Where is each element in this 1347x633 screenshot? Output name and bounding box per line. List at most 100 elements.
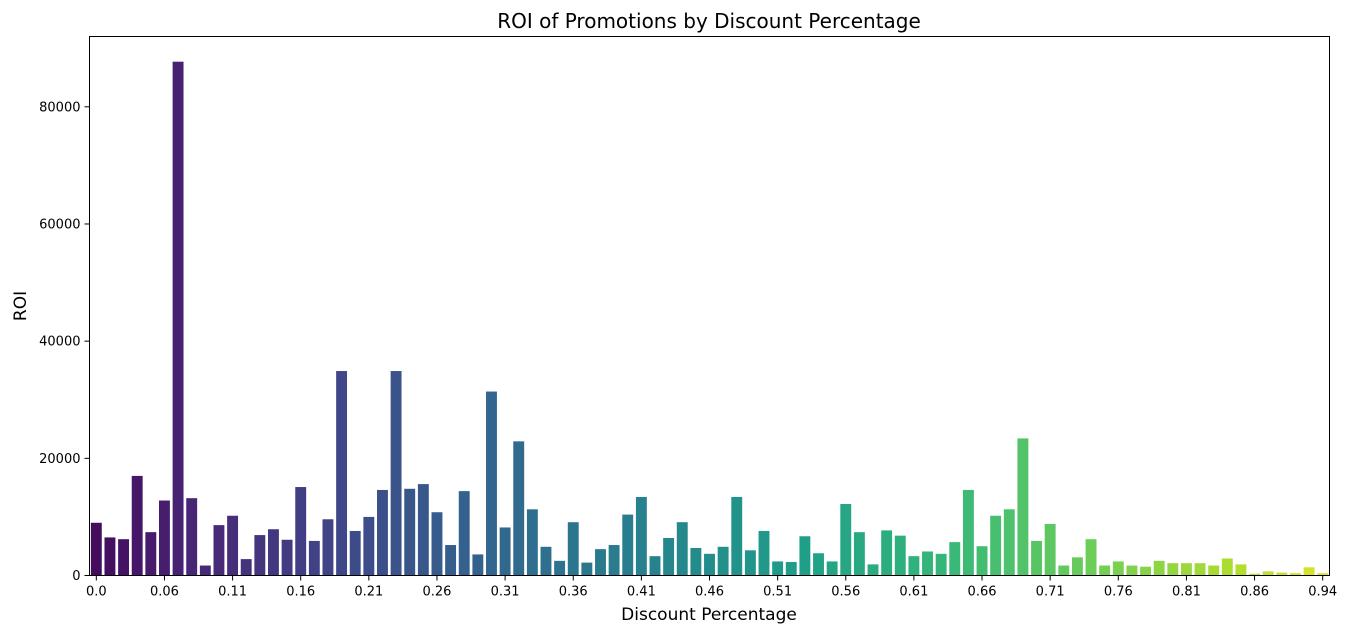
bar-19 bbox=[349, 530, 361, 576]
bar-33 bbox=[540, 546, 552, 576]
bar-64 bbox=[962, 489, 974, 576]
bar-74 bbox=[1099, 565, 1111, 576]
bar-55 bbox=[840, 504, 852, 576]
bar-11 bbox=[240, 559, 252, 576]
bar-17 bbox=[322, 519, 334, 576]
bar-28 bbox=[472, 554, 484, 576]
x-tick-label: 0.86 bbox=[1240, 585, 1269, 600]
bar-86 bbox=[1262, 571, 1274, 576]
y-tick-label: 20000 bbox=[39, 452, 80, 467]
bar-12 bbox=[254, 535, 266, 576]
x-tick-label: 0.06 bbox=[150, 585, 179, 600]
bar-5 bbox=[158, 500, 170, 576]
bar-71 bbox=[1058, 565, 1070, 576]
bar-32 bbox=[526, 509, 538, 576]
bar-87 bbox=[1276, 572, 1288, 576]
bar-65 bbox=[976, 546, 988, 576]
bar-26 bbox=[445, 545, 457, 576]
x-tick-label: 0.56 bbox=[831, 585, 860, 600]
plot-frame bbox=[89, 36, 1330, 576]
bar-69 bbox=[1031, 540, 1042, 576]
bar-53 bbox=[813, 553, 824, 576]
bar-25 bbox=[431, 512, 443, 576]
bar-79 bbox=[1167, 563, 1179, 576]
x-axis: 0.0 0.06 0.11 0.16 0.21 0.26 0.31 0.36 0.41 0.46 0… bbox=[86, 575, 1337, 600]
bar-22 bbox=[390, 371, 402, 576]
x-tick-label: 0.21 bbox=[354, 585, 383, 600]
bar-83 bbox=[1221, 558, 1233, 576]
bar-90 bbox=[1317, 573, 1329, 576]
bar-6 bbox=[172, 61, 184, 576]
bar-76 bbox=[1126, 565, 1138, 576]
bar-80 bbox=[1180, 563, 1192, 576]
y-tick-label: 0 bbox=[72, 569, 80, 584]
bar-85 bbox=[1249, 573, 1260, 576]
bar-13 bbox=[268, 529, 279, 576]
y-axis-label: ROI bbox=[11, 291, 31, 321]
y-tick-label: 80000 bbox=[39, 100, 80, 115]
bar-41 bbox=[649, 556, 661, 576]
bar-35 bbox=[567, 522, 579, 576]
x-tick-label: 0.76 bbox=[1104, 585, 1133, 600]
x-tick-label: 0.71 bbox=[1036, 585, 1065, 600]
bar-30 bbox=[499, 527, 511, 576]
bar-44 bbox=[690, 547, 702, 576]
bar-58 bbox=[881, 530, 893, 576]
bar-18 bbox=[336, 371, 348, 576]
x-axis-label: Discount Percentage bbox=[621, 605, 797, 625]
bar-51 bbox=[785, 562, 797, 576]
bar-67 bbox=[1003, 509, 1015, 576]
x-tick-label: 0.94 bbox=[1308, 585, 1337, 600]
bar-49 bbox=[758, 530, 770, 576]
bar-7 bbox=[186, 498, 198, 576]
x-tick-label: 0.36 bbox=[559, 585, 588, 600]
chart-title: ROI of Promotions by Discount Percentage bbox=[497, 9, 921, 33]
bar-47 bbox=[731, 496, 743, 576]
bar-29 bbox=[486, 391, 497, 576]
bar-73 bbox=[1085, 539, 1097, 576]
x-tick-label: 0.41 bbox=[627, 585, 656, 600]
x-tick-label: 0.66 bbox=[968, 585, 997, 600]
bar-1 bbox=[104, 537, 116, 576]
x-tick-label: 0.61 bbox=[899, 585, 928, 600]
bar-38 bbox=[608, 545, 620, 576]
bar-20 bbox=[363, 516, 375, 576]
bar-75 bbox=[1112, 561, 1124, 576]
bar-42 bbox=[663, 538, 675, 576]
bar-57 bbox=[867, 564, 879, 576]
bar-72 bbox=[1071, 557, 1083, 576]
bar-9 bbox=[213, 525, 225, 576]
bar-61 bbox=[922, 551, 933, 576]
bar-3 bbox=[131, 475, 143, 576]
x-tick-label: 0.81 bbox=[1172, 585, 1201, 600]
y-axis: 0 20000 40000 60000 80000 bbox=[39, 100, 90, 584]
bar-8 bbox=[199, 565, 211, 576]
x-tick-label: 0.0 bbox=[86, 585, 107, 600]
bar-36 bbox=[581, 562, 593, 576]
bar-14 bbox=[281, 539, 293, 576]
bar-23 bbox=[404, 488, 416, 576]
bar-54 bbox=[826, 561, 838, 576]
bar-4 bbox=[145, 532, 157, 576]
bar-81 bbox=[1194, 563, 1206, 576]
bar-82 bbox=[1208, 565, 1220, 576]
bar-70 bbox=[1044, 523, 1056, 576]
x-tick-label: 0.11 bbox=[218, 585, 247, 600]
bars-group bbox=[90, 61, 1329, 576]
bar-56 bbox=[853, 532, 865, 576]
bar-15 bbox=[295, 487, 307, 576]
bar-88 bbox=[1289, 573, 1301, 576]
bar-24 bbox=[417, 484, 429, 576]
y-tick-label: 40000 bbox=[39, 335, 80, 350]
bar-0 bbox=[90, 522, 102, 576]
bar-52 bbox=[799, 536, 811, 576]
bar-10 bbox=[227, 515, 239, 576]
bar-46 bbox=[717, 546, 729, 576]
y-tick-label: 60000 bbox=[39, 217, 80, 232]
bar-34 bbox=[554, 560, 566, 576]
bar-89 bbox=[1303, 567, 1315, 576]
bar-63 bbox=[949, 542, 961, 576]
bar-45 bbox=[704, 553, 715, 576]
bar-48 bbox=[744, 550, 756, 576]
